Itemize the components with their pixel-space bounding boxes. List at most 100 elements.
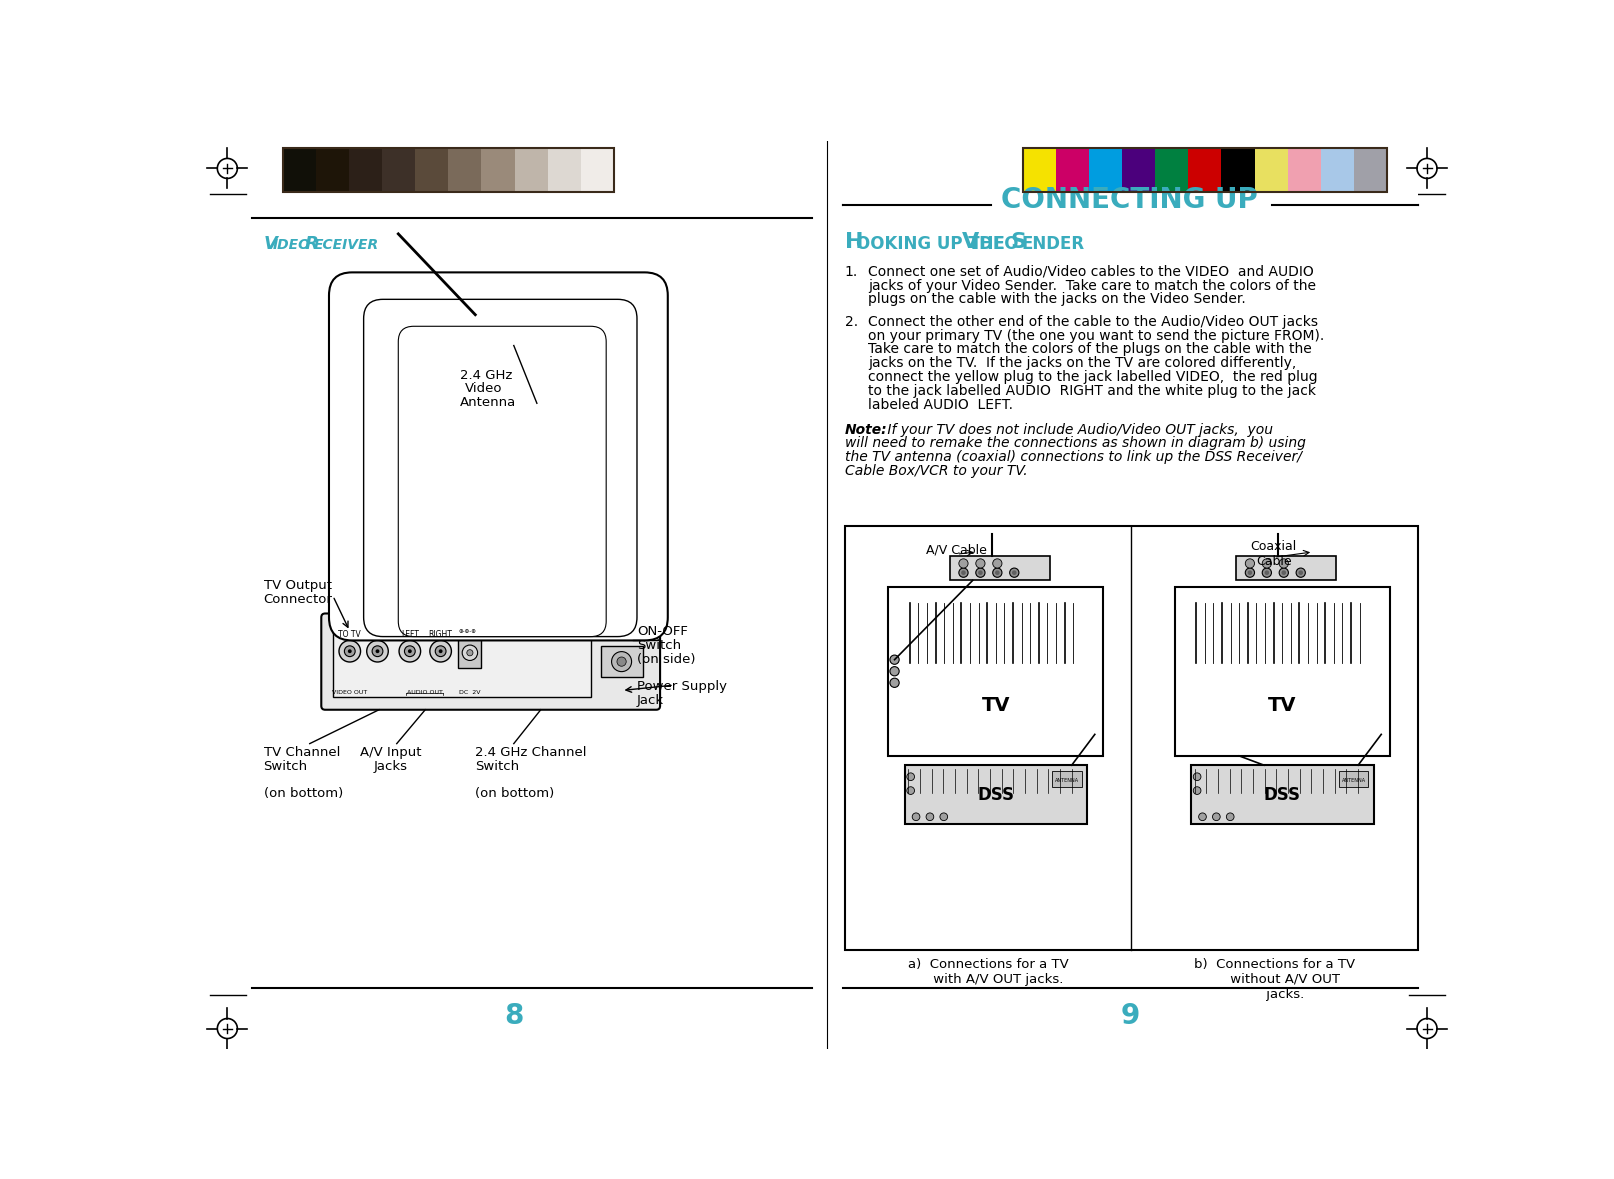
Circle shape bbox=[1212, 812, 1220, 821]
Text: the TV antenna (coaxial) connections to link up the DSS Receiver/: the TV antenna (coaxial) connections to … bbox=[844, 450, 1302, 465]
Text: 2.: 2. bbox=[844, 315, 859, 329]
Circle shape bbox=[1012, 571, 1017, 575]
Text: connect the yellow plug to the jack labelled VIDEO,  the red plug: connect the yellow plug to the jack labe… bbox=[868, 370, 1317, 384]
Circle shape bbox=[959, 568, 968, 578]
Text: labeled AUDIO  LEFT.: labeled AUDIO LEFT. bbox=[868, 397, 1014, 411]
Bar bbox=[843, 184, 1417, 218]
Text: on your primary TV (the one you want to send the picture FROM).: on your primary TV (the one you want to … bbox=[868, 329, 1323, 343]
Circle shape bbox=[1199, 812, 1206, 821]
Bar bbox=[1222, 147, 1254, 192]
Circle shape bbox=[959, 559, 968, 568]
Bar bbox=[1254, 147, 1288, 192]
Bar bbox=[1236, 555, 1336, 580]
Text: VIDEO OUT: VIDEO OUT bbox=[332, 691, 368, 696]
Text: jacks of your Video Sender.  Take care to match the colors of the: jacks of your Video Sender. Take care to… bbox=[868, 278, 1315, 292]
Bar bbox=[1023, 147, 1386, 192]
Text: Cable Box/VCR to your TV.: Cable Box/VCR to your TV. bbox=[844, 465, 1028, 479]
Circle shape bbox=[1296, 568, 1306, 578]
Text: DSS: DSS bbox=[1264, 786, 1301, 804]
Circle shape bbox=[993, 568, 1002, 578]
Text: Switch: Switch bbox=[475, 759, 520, 772]
Circle shape bbox=[439, 650, 442, 653]
Bar bbox=[481, 147, 515, 192]
Text: ON-OFF: ON-OFF bbox=[638, 625, 688, 638]
FancyBboxPatch shape bbox=[329, 272, 668, 640]
Circle shape bbox=[436, 646, 445, 657]
Bar bbox=[449, 147, 481, 192]
Text: ANTENNA: ANTENNA bbox=[1056, 778, 1080, 783]
Text: TV Channel: TV Channel bbox=[263, 746, 341, 759]
Bar bbox=[1191, 765, 1374, 824]
Bar bbox=[1188, 147, 1222, 192]
Circle shape bbox=[1227, 812, 1235, 821]
Circle shape bbox=[889, 678, 899, 687]
Text: 8: 8 bbox=[504, 1002, 523, 1030]
Text: V: V bbox=[962, 232, 980, 252]
Text: U: U bbox=[1283, 191, 1306, 219]
Circle shape bbox=[344, 646, 355, 657]
FancyBboxPatch shape bbox=[399, 327, 607, 637]
Circle shape bbox=[399, 640, 421, 661]
Circle shape bbox=[1280, 559, 1288, 568]
Text: (on side): (on side) bbox=[638, 653, 696, 666]
Text: If your TV does not include Audio/Video OUT jacks,  you: If your TV does not include Audio/Video … bbox=[883, 422, 1273, 436]
Bar bbox=[600, 646, 642, 677]
Circle shape bbox=[429, 640, 452, 661]
Circle shape bbox=[907, 773, 915, 780]
Text: Jacks: Jacks bbox=[373, 759, 408, 772]
FancyBboxPatch shape bbox=[363, 299, 638, 637]
Bar bbox=[1175, 586, 1390, 756]
Circle shape bbox=[612, 652, 631, 672]
Text: ECEIVER: ECEIVER bbox=[313, 238, 379, 252]
Text: TV: TV bbox=[981, 696, 1010, 714]
Text: Connect one set of Audio/Video cables to the VIDEO  and AUDIO: Connect one set of Audio/Video cables to… bbox=[868, 264, 1314, 278]
Bar bbox=[1156, 147, 1188, 192]
Text: Power Supply: Power Supply bbox=[638, 680, 726, 693]
Circle shape bbox=[1264, 571, 1269, 575]
Text: P: P bbox=[1296, 193, 1311, 213]
Circle shape bbox=[889, 656, 899, 664]
Text: RIGHT: RIGHT bbox=[429, 631, 452, 639]
Bar bbox=[316, 147, 349, 192]
Bar bbox=[581, 147, 613, 192]
Text: TV Output: TV Output bbox=[263, 579, 331, 592]
Text: R: R bbox=[305, 236, 318, 253]
Text: (on bottom): (on bottom) bbox=[263, 786, 342, 799]
Circle shape bbox=[1298, 571, 1302, 575]
Text: A/V Cable: A/V Cable bbox=[926, 544, 988, 556]
Text: V: V bbox=[263, 236, 278, 253]
Text: ANTENNA: ANTENNA bbox=[1341, 778, 1365, 783]
Circle shape bbox=[1248, 571, 1252, 575]
Circle shape bbox=[466, 650, 473, 656]
Text: S: S bbox=[1010, 232, 1027, 252]
Text: Antenna: Antenna bbox=[460, 396, 516, 409]
Text: Switch: Switch bbox=[263, 759, 308, 772]
Bar bbox=[515, 147, 547, 192]
Bar bbox=[1320, 147, 1354, 192]
Bar bbox=[349, 147, 383, 192]
Circle shape bbox=[996, 571, 999, 575]
Circle shape bbox=[366, 640, 389, 661]
Circle shape bbox=[907, 786, 915, 795]
Circle shape bbox=[1282, 571, 1286, 575]
Circle shape bbox=[993, 559, 1002, 568]
Circle shape bbox=[349, 650, 352, 653]
Text: plugs on the cable with the jacks on the Video Sender.: plugs on the cable with the jacks on the… bbox=[868, 292, 1246, 307]
Circle shape bbox=[408, 650, 412, 653]
Text: Take care to match the colors of the plugs on the cable with the: Take care to match the colors of the plu… bbox=[868, 342, 1312, 356]
Text: OOKING UP THE: OOKING UP THE bbox=[857, 235, 1010, 252]
Circle shape bbox=[912, 812, 920, 821]
Text: ONNECTING: ONNECTING bbox=[1149, 193, 1288, 213]
Bar bbox=[282, 147, 316, 192]
Bar bbox=[844, 527, 1417, 950]
Bar bbox=[415, 147, 449, 192]
Circle shape bbox=[339, 640, 360, 661]
Circle shape bbox=[1280, 568, 1288, 578]
Circle shape bbox=[1246, 568, 1254, 578]
Text: (on bottom): (on bottom) bbox=[475, 786, 555, 799]
Text: 1.: 1. bbox=[844, 264, 859, 278]
Circle shape bbox=[1246, 559, 1254, 568]
Text: ENDER: ENDER bbox=[1022, 235, 1085, 252]
Text: 9: 9 bbox=[1120, 1002, 1139, 1030]
Bar bbox=[458, 638, 481, 668]
